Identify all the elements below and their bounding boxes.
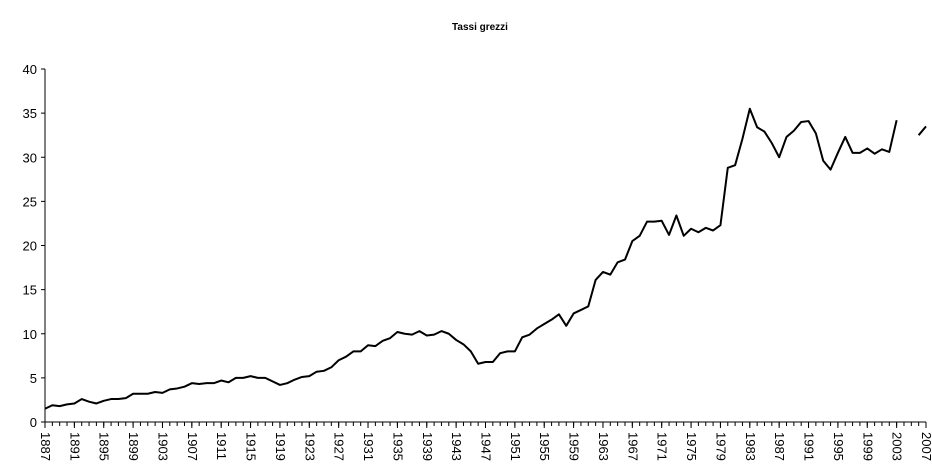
x-tick-label: 1903 — [155, 432, 170, 461]
x-tick-label: 1959 — [567, 432, 582, 461]
y-tick-label: 25 — [23, 194, 37, 209]
x-tick-label: 1971 — [655, 432, 670, 461]
chart-title: Tassi grezzi — [452, 22, 508, 33]
x-tick-label: 1895 — [97, 432, 112, 461]
line-series — [44, 107, 927, 410]
x-tick-label: 1927 — [332, 432, 347, 461]
y-tick-label: 15 — [23, 283, 37, 298]
x-tick-label: 2003 — [890, 432, 905, 461]
x-tick-label: 1947 — [479, 432, 494, 461]
y-tick-label: 10 — [23, 327, 37, 342]
x-tick-label: 1963 — [596, 432, 611, 461]
x-tick-label: 1939 — [420, 432, 435, 461]
x-tick-label: 1923 — [302, 432, 317, 461]
x-tick-label: 1915 — [244, 432, 259, 461]
y-tick-label: 30 — [23, 150, 37, 165]
x-tick-label: 1887 — [38, 432, 53, 461]
x-tick-label: 1975 — [684, 432, 699, 461]
x-tick-label: 1891 — [67, 432, 82, 461]
y-tick-label: 35 — [23, 106, 37, 121]
x-tick-label: 2007 — [919, 432, 932, 461]
x-tick-label: 1919 — [273, 432, 288, 461]
x-tick-label: 1967 — [625, 432, 640, 461]
x-tick-label: 1907 — [185, 432, 200, 461]
y-tick-label: 0 — [30, 415, 37, 430]
x-tick-label: 1999 — [860, 432, 875, 461]
x-tick-label: 1899 — [126, 432, 141, 461]
x-tick-label: 1979 — [713, 432, 728, 461]
y-tick-label: 20 — [23, 239, 37, 254]
x-tick-label: 1983 — [743, 432, 758, 461]
y-tick-label: 40 — [23, 62, 37, 77]
x-tick-label: 1987 — [772, 432, 787, 461]
x-tick-label: 1931 — [361, 432, 376, 461]
y-tick-label: 5 — [30, 371, 37, 386]
x-tick-label: 1951 — [508, 432, 523, 461]
x-tick-label: 1991 — [802, 432, 817, 461]
x-tick-label: 1943 — [449, 432, 464, 461]
x-tick-label: 1935 — [390, 432, 405, 461]
x-tick-label: 1911 — [214, 432, 229, 460]
x-tick-label: 1955 — [537, 432, 552, 461]
x-tick-label: 1995 — [831, 432, 846, 461]
